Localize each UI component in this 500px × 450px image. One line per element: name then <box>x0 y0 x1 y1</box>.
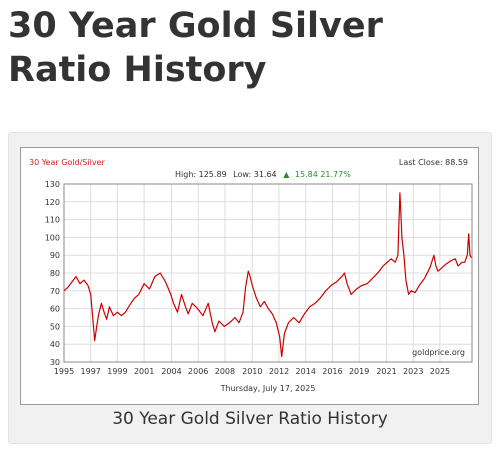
x-tick-label: 1995 <box>54 367 74 376</box>
y-tick-label: 30 <box>50 358 60 367</box>
y-tick-label: 100 <box>45 233 60 242</box>
figure-caption: 30 Year Gold Silver Ratio History <box>112 409 388 429</box>
y-tick-label: 120 <box>45 198 60 207</box>
y-tick-label: 60 <box>50 305 60 314</box>
y-tick-label: 130 <box>45 180 60 189</box>
stats-line: High: 125.89 Low: 31.64 ▲ 15.84 21.77% <box>175 170 351 179</box>
high-label: High: 125.89 <box>175 170 227 179</box>
x-tick-label: 2006 <box>188 367 208 376</box>
chart-title: 30 Year Gold/Silver <box>29 158 105 167</box>
x-tick-label: 2016 <box>322 367 342 376</box>
x-tick-label: 2010 <box>242 367 262 376</box>
x-tick-label: 2023 <box>403 367 423 376</box>
x-tick-label: 2012 <box>269 367 289 376</box>
date-label: Thursday, July 17, 2025 <box>220 384 316 393</box>
last-close-label: Last Close: 88.59 <box>399 158 468 167</box>
x-tick-label: 2004 <box>161 367 181 376</box>
x-tick-label: 2021 <box>376 367 396 376</box>
y-tick-label: 70 <box>50 287 60 296</box>
x-tick-label: 1997 <box>81 367 101 376</box>
x-tick-label: 2001 <box>134 367 154 376</box>
change-label: 15.84 21.77% <box>295 170 351 179</box>
x-tick-label: 1999 <box>107 367 127 376</box>
page-title: 30 Year Gold Silver Ratio History <box>8 6 383 90</box>
series-line-gold-silver-ratio <box>63 192 472 358</box>
x-tick-label: 2014 <box>296 367 316 376</box>
y-tick-label: 40 <box>50 340 60 349</box>
y-tick-label: 80 <box>50 269 60 278</box>
x-tick-label: 2008 <box>215 367 235 376</box>
y-tick-label: 50 <box>50 322 60 331</box>
x-axis-ticks: 1995 1997 1999 2001 2004 2006 2008 2010 2012 2014… <box>54 367 450 376</box>
x-tick-label: 2019 <box>349 367 369 376</box>
y-axis-ticks: 30 40 50 60 70 80 90 100 110 120 130 <box>45 180 60 367</box>
chart-frame: 30 40 50 60 70 80 90 100 110 120 130 1995 1997 1999 2… <box>20 147 479 405</box>
y-tick-label: 90 <box>50 251 60 260</box>
plot-border <box>63 183 473 363</box>
source-label: goldprice.org <box>412 348 465 357</box>
low-label: Low: 31.64 <box>233 170 276 179</box>
chart-figure: 30 40 50 60 70 80 90 100 110 120 130 1995 1997 1999 2… <box>8 132 492 444</box>
gold-silver-ratio-chart: 30 40 50 60 70 80 90 100 110 120 130 1995 1997 1999 2… <box>29 158 473 393</box>
y-tick-label: 110 <box>45 216 60 225</box>
change-arrow-icon: ▲ <box>283 170 290 179</box>
grid-lines <box>63 183 472 363</box>
x-tick-label: 2025 <box>430 367 450 376</box>
